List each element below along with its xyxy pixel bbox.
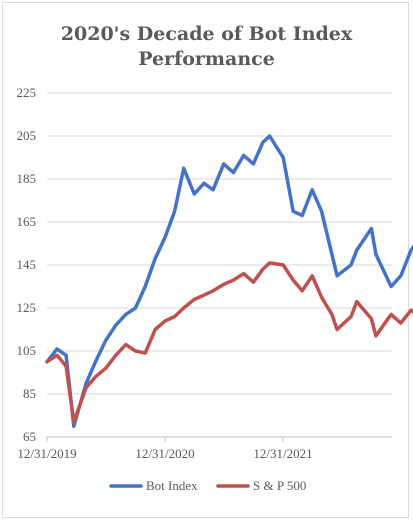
chart-title-line2: Performance [138, 48, 275, 70]
chart-title-line1: 2020's Decade of Bot Index [60, 23, 353, 45]
y-tick-label: 85 [23, 386, 36, 401]
y-tick-label: 145 [17, 257, 37, 272]
y-tick-label: 225 [17, 85, 37, 100]
gridlines [47, 92, 392, 438]
y-tick-label: 185 [17, 171, 37, 186]
legend-label: Bot Index [146, 478, 198, 493]
chart-frame [2, 2, 409, 518]
legend: Bot Index S & P 500 [109, 478, 306, 493]
x-tick-label: 12/31/2021 [253, 446, 312, 461]
y-tick-label: 205 [17, 128, 37, 143]
series-line-sp500 [45, 261, 413, 424]
y-axis-ticks: 65 85 105 125 145 165 185 205 225 [17, 85, 37, 444]
series-line-bot-index [45, 134, 413, 429]
y-tick-label: 125 [17, 300, 37, 315]
x-tick-label: 12/31/2020 [135, 446, 194, 461]
x-axis-ticks: 12/31/2019 12/31/2020 12/31/2021 [17, 437, 313, 461]
x-tick-label: 12/31/2019 [17, 446, 76, 461]
y-tick-label: 165 [17, 214, 37, 229]
y-tick-label: 65 [23, 429, 36, 444]
y-tick-label: 105 [17, 343, 37, 358]
legend-label: S & P 500 [253, 478, 306, 493]
series-lines [45, 134, 413, 429]
